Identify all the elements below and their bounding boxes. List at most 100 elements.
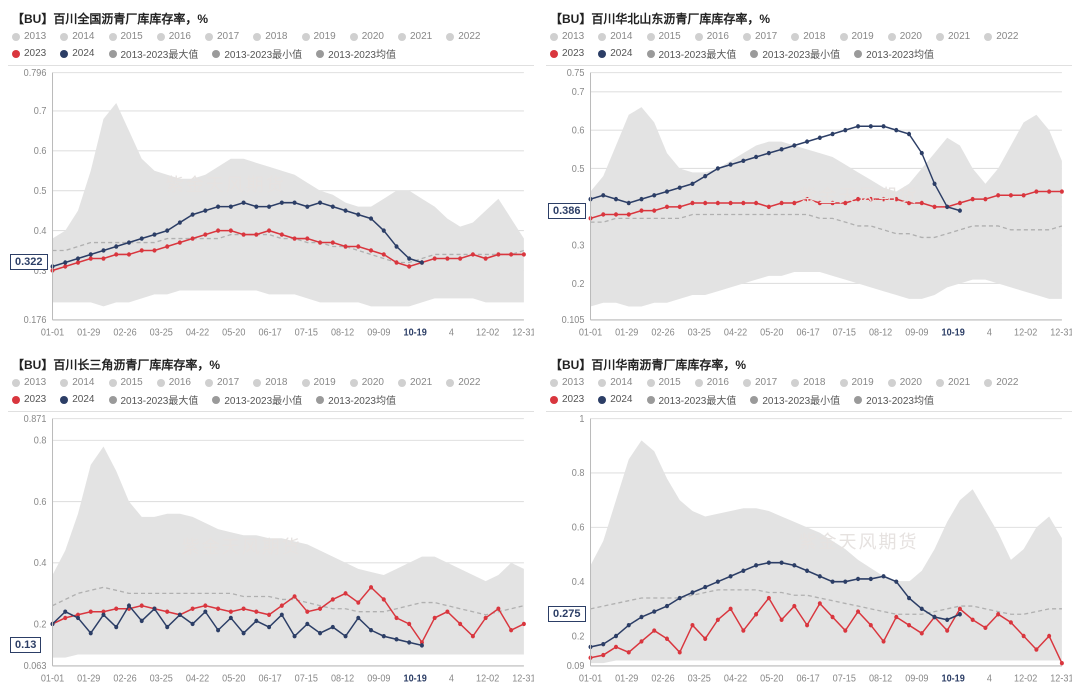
svg-text:04-22: 04-22 [724, 673, 747, 684]
svg-text:01-29: 01-29 [77, 673, 100, 684]
legend-item-active: 2023 [550, 46, 584, 61]
legend-row-inactive: 2013201420152016201720182019202020212022 [546, 31, 1072, 46]
legend-row-active: 202320242013-2023最大值2013-2023最小值2013-202… [8, 392, 534, 411]
legend-item-inactive: 2022 [446, 31, 480, 42]
svg-text:0.063: 0.063 [24, 661, 47, 672]
svg-text:01-01: 01-01 [579, 327, 602, 338]
current-value-callout: 0.386 [548, 203, 586, 219]
legend-item-active: 2013-2023最小值 [212, 46, 302, 61]
chart-panel-shandong: 【BU】百川华北山东沥青厂库库存率，%201320142015201620172… [546, 8, 1072, 342]
svg-text:01-01: 01-01 [41, 673, 64, 684]
chart-area: 0.1760.30.40.50.60.70.79601-0101-2902-26… [8, 65, 534, 342]
legend-item-active: 2023 [12, 392, 46, 407]
legend-item-active: 2024 [598, 392, 632, 407]
legend-item-inactive: 2016 [157, 31, 191, 42]
svg-text:04-22: 04-22 [186, 673, 209, 684]
svg-text:09-09: 09-09 [905, 673, 928, 684]
svg-text:0.2: 0.2 [34, 619, 47, 630]
svg-text:12-31: 12-31 [1050, 327, 1072, 338]
svg-text:06-17: 06-17 [796, 673, 819, 684]
legend-item-inactive: 2013 [12, 377, 46, 388]
current-value-callout: 0.13 [10, 637, 41, 653]
svg-text:0.8: 0.8 [34, 435, 47, 446]
svg-text:0.09: 0.09 [567, 661, 585, 672]
svg-text:10-19: 10-19 [942, 327, 965, 338]
svg-text:0.4: 0.4 [34, 226, 47, 237]
svg-text:0.2: 0.2 [572, 278, 585, 289]
svg-text:1: 1 [579, 414, 584, 425]
svg-text:06-17: 06-17 [258, 327, 281, 338]
svg-text:0.5: 0.5 [572, 163, 585, 174]
legend-item-inactive: 2017 [743, 377, 777, 388]
chart-panel-yangtze: 【BU】百川长三角沥青厂库库存率，%2013201420152016201720… [8, 354, 534, 688]
svg-text:0.2: 0.2 [572, 631, 585, 642]
legend-item-inactive: 2018 [253, 31, 287, 42]
legend-item-inactive: 2019 [840, 31, 874, 42]
legend-row-inactive: 2013201420152016201720182019202020212022 [8, 31, 534, 46]
legend-item-inactive: 2014 [60, 31, 94, 42]
svg-text:08-12: 08-12 [331, 673, 354, 684]
legend-item-active: 2013-2023最大值 [647, 46, 737, 61]
svg-text:02-26: 02-26 [651, 673, 674, 684]
legend-item-inactive: 2022 [446, 377, 480, 388]
svg-text:05-20: 05-20 [222, 327, 245, 338]
legend-item-inactive: 2017 [205, 377, 239, 388]
svg-text:09-09: 09-09 [367, 327, 390, 338]
legend-item-inactive: 2020 [888, 377, 922, 388]
svg-text:0.7: 0.7 [34, 106, 47, 117]
legend-item-inactive: 2015 [109, 31, 143, 42]
legend-item-active: 2024 [598, 46, 632, 61]
chart-panel-national: 【BU】百川全国沥青厂库库存率，%20132014201520162017201… [8, 8, 534, 342]
legend-item-inactive: 2017 [743, 31, 777, 42]
legend-item-inactive: 2017 [205, 31, 239, 42]
legend-item-inactive: 2022 [984, 377, 1018, 388]
legend-item-inactive: 2019 [840, 377, 874, 388]
svg-text:06-17: 06-17 [258, 673, 281, 684]
svg-text:05-20: 05-20 [760, 673, 783, 684]
svg-text:06-17: 06-17 [796, 327, 819, 338]
legend-row-active: 202320242013-2023最大值2013-2023最小值2013-202… [546, 392, 1072, 411]
legend-item-inactive: 2019 [302, 377, 336, 388]
legend-item-active: 2024 [60, 392, 94, 407]
panel-title: 【BU】百川华南沥青厂库库存率，% [546, 354, 1072, 377]
panel-title: 【BU】百川长三角沥青厂库库存率，% [8, 354, 534, 377]
svg-text:12-31: 12-31 [1050, 673, 1072, 684]
chart-panel-south: 【BU】百川华南沥青厂库库存率，%20132014201520162017201… [546, 354, 1072, 688]
svg-text:07-15: 07-15 [295, 327, 318, 338]
legend-item-active: 2023 [12, 46, 46, 61]
legend-item-inactive: 2021 [398, 31, 432, 42]
svg-text:02-26: 02-26 [113, 327, 136, 338]
svg-text:0.75: 0.75 [567, 68, 585, 79]
legend-item-inactive: 2016 [157, 377, 191, 388]
legend-item-active: 2013-2023最大值 [109, 392, 199, 407]
svg-text:4: 4 [987, 673, 993, 684]
legend-item-inactive: 2013 [12, 31, 46, 42]
svg-text:0.5: 0.5 [34, 186, 47, 197]
svg-text:12-02: 12-02 [476, 327, 499, 338]
svg-text:07-15: 07-15 [295, 673, 318, 684]
svg-text:0.8: 0.8 [572, 468, 585, 479]
legend-item-inactive: 2021 [398, 377, 432, 388]
legend-item-inactive: 2019 [302, 31, 336, 42]
svg-text:01-29: 01-29 [615, 673, 638, 684]
svg-text:12-31: 12-31 [512, 673, 534, 684]
svg-text:10-19: 10-19 [942, 673, 965, 684]
legend-item-active: 2013-2023最小值 [750, 392, 840, 407]
svg-text:01-29: 01-29 [77, 327, 100, 338]
svg-text:10-19: 10-19 [404, 673, 427, 684]
legend-item-inactive: 2022 [984, 31, 1018, 42]
svg-text:0.6: 0.6 [34, 497, 47, 508]
chart-area: 0.1050.20.30.40.50.60.70.7501-0101-2902-… [546, 65, 1072, 342]
svg-text:04-22: 04-22 [724, 327, 747, 338]
svg-text:0.871: 0.871 [24, 414, 47, 425]
svg-text:0.4: 0.4 [572, 577, 585, 588]
svg-text:0.6: 0.6 [34, 146, 47, 157]
legend-item-inactive: 2018 [791, 31, 825, 42]
svg-text:01-29: 01-29 [615, 327, 638, 338]
minmax-band [591, 107, 1062, 306]
legend-row-active: 202320242013-2023最大值2013-2023最小值2013-202… [546, 46, 1072, 65]
svg-text:01-01: 01-01 [579, 673, 602, 684]
svg-text:03-25: 03-25 [688, 673, 711, 684]
legend-item-inactive: 2018 [253, 377, 287, 388]
svg-text:07-15: 07-15 [833, 673, 856, 684]
